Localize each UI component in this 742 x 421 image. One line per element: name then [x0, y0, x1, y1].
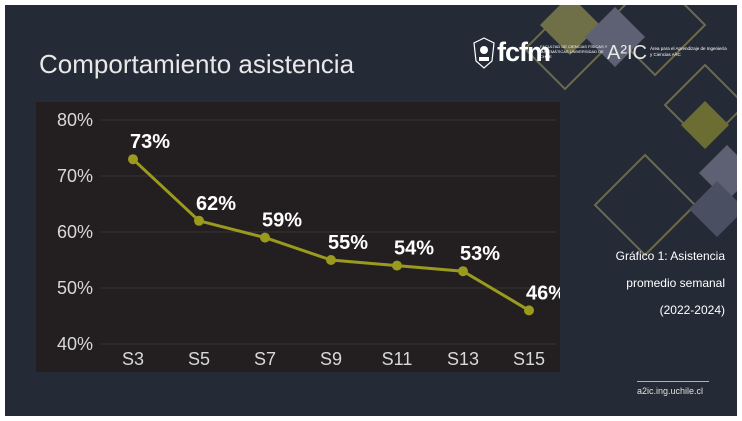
data-label: 53%	[460, 243, 500, 265]
data-label: 59%	[262, 210, 302, 232]
y-tick-label: 50%	[57, 278, 93, 298]
x-tick-label: S3	[122, 349, 144, 369]
slide: Comportamiento asistencia fcfm FACULTAD …	[5, 5, 737, 416]
attendance-line-chart: 40% 50% 60% 70% 80% S3 S5 S7 S9 S11 S13 S15 73% 62% 59…	[57, 110, 566, 369]
y-tick-label: 60%	[57, 222, 93, 242]
data-label: 46%	[526, 282, 560, 304]
fcfm-subtitle: FACULTAD DE CIENCIAS FÍSICAS Y MATEMÁTIC…	[540, 44, 608, 59]
x-tick-label: S11	[382, 349, 413, 369]
data-point	[392, 260, 402, 271]
university-seal-icon	[473, 37, 495, 69]
fcfm-logo: fcfm	[497, 37, 551, 67]
data-label: 73%	[130, 131, 170, 153]
x-tick-label: S9	[320, 349, 342, 369]
data-point	[458, 266, 468, 277]
a2ic-subtitle: Área para el Aprendizaje de Ingeniería y…	[650, 46, 727, 57]
data-label: 55%	[328, 232, 368, 254]
caption-line-2: promedio semanal	[626, 276, 725, 290]
caption-line-3: (2022-2024)	[659, 303, 725, 317]
x-tick-label: S7	[254, 349, 276, 369]
data-point	[128, 154, 138, 165]
data-point	[260, 232, 270, 243]
slide-title: Comportamiento asistencia	[39, 49, 355, 79]
url-divider	[637, 381, 709, 382]
caption-line-1: Gráfico 1: Asistencia	[615, 249, 725, 263]
data-point	[194, 215, 204, 226]
decorative-diamonds	[523, 5, 737, 257]
data-label: 54%	[394, 238, 434, 260]
a2ic-logo: A²IC	[607, 42, 647, 64]
logos: fcfm FACULTAD DE CIENCIAS FÍSICAS Y MATE…	[469, 37, 729, 73]
x-tick-label: S15	[513, 349, 545, 369]
site-url[interactable]: a2ic.ing.uchile.cl	[636, 386, 704, 396]
y-tick-label: 40%	[57, 334, 93, 354]
x-tick-label: S13	[447, 349, 479, 369]
data-label: 62%	[196, 193, 236, 215]
plot-area: 40% 50% 60% 70% 80% S3 S5 S7 S9 S11 S13 S15 73% 62% 59…	[36, 102, 566, 372]
x-tick-label: S5	[188, 349, 210, 369]
data-point	[326, 255, 336, 265]
y-tick-label: 70%	[57, 166, 93, 186]
chart-caption: Gráfico 1: Asistencia promedio semanal (…	[565, 243, 725, 324]
y-tick-label: 80%	[57, 110, 93, 130]
data-point	[524, 305, 534, 316]
